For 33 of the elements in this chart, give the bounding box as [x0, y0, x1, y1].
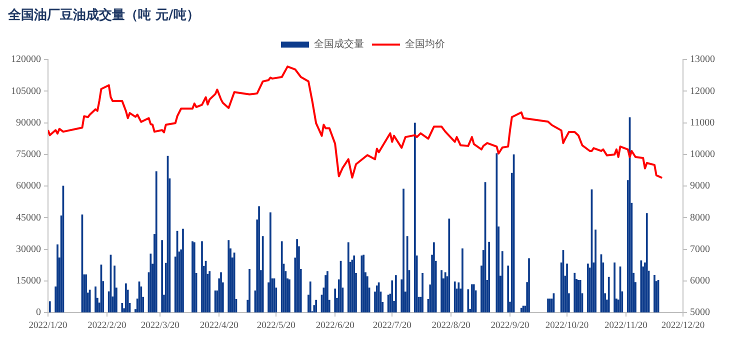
y2-tick-label: 9000	[690, 180, 710, 192]
y-tick-label: 90000	[16, 117, 41, 128]
y-tick-label: 75000	[16, 149, 41, 160]
y-tick-label: 0	[36, 307, 41, 318]
y2-tick-label: 8000	[690, 212, 710, 224]
y2-tick-label: 11000	[690, 117, 715, 128]
legend-label: 全国成交量	[314, 38, 364, 50]
x-tick-label: 2022/4/20	[200, 320, 239, 331]
y-tick-label: 30000	[16, 244, 41, 255]
y2-tick-label: 6000	[690, 276, 710, 287]
y2-tick-label: 7000	[690, 244, 710, 255]
x-tick-label: 2022/12/20	[661, 320, 705, 331]
y-tick-label: 120000	[11, 54, 41, 66]
x-tick-label: 2022/10/20	[545, 320, 589, 331]
x-tick-label: 2022/9/20	[490, 320, 530, 331]
y2-tick-label: 10000	[690, 149, 715, 160]
y2-tick-label: 12000	[690, 86, 715, 97]
y2-tick-label: 5000	[690, 307, 710, 318]
x-tick-label: 2022/7/20	[372, 320, 412, 331]
x-tick-label: 2022/3/20	[140, 320, 180, 331]
x-tick-label: 2022/1/20	[28, 320, 68, 331]
x-tick-label: 2022/6/20	[316, 320, 355, 331]
y-tick-label: 105000	[11, 86, 41, 97]
y-tick-label: 45000	[16, 212, 41, 224]
x-tick-label: 2022/8/20	[432, 320, 471, 331]
chart-title: 全国油厂豆油成交量（吨 元/吨）	[7, 7, 200, 24]
y-tick-label: 60000	[16, 180, 41, 192]
y2-tick-label: 13000	[690, 54, 715, 66]
y-tick-label: 15000	[16, 276, 41, 287]
x-tick-label: 2022/5/20	[256, 320, 296, 331]
x-tick-label: 2022/2/20	[88, 320, 126, 331]
legend-label: 全国均价	[405, 38, 445, 50]
x-tick-label: 2022/11/20	[604, 320, 648, 331]
